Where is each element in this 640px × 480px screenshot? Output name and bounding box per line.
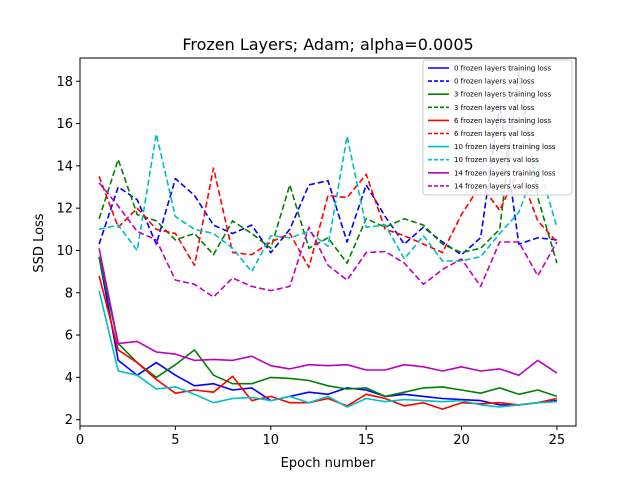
x-tick-label: 20 — [453, 433, 470, 448]
y-tick-label: 8 — [65, 286, 73, 301]
chart-title: Frozen Layers; Adam; alpha=0.0005 — [182, 35, 473, 54]
legend-label: 6 frozen layers val loss — [454, 130, 535, 138]
y-tick-label: 14 — [56, 159, 73, 174]
legend-label: 10 frozen layers val loss — [454, 156, 539, 164]
x-axis: 0 5 10 15 20 25 — [76, 426, 565, 448]
legend-label: 10 frozen layers training loss — [454, 143, 556, 151]
legend-label: 14 frozen layers training loss — [454, 169, 556, 177]
series-line-4 — [99, 276, 557, 409]
x-tick-label: 0 — [76, 433, 84, 448]
x-tick-label: 25 — [549, 433, 566, 448]
y-tick-label: 4 — [65, 371, 73, 386]
y-tick-label: 18 — [56, 75, 73, 90]
legend: 0 frozen layers training loss 0 frozen la… — [423, 60, 572, 195]
x-tick-label: 5 — [171, 433, 179, 448]
y-axis-label: SSD Loss — [32, 213, 47, 272]
y-axis: 2 4 6 8 10 12 14 16 18 — [56, 75, 80, 428]
legend-label: 0 frozen layers training loss — [454, 65, 551, 73]
y-tick-label: 10 — [56, 244, 73, 259]
series-line-0 — [99, 257, 557, 405]
legend-label: 6 frozen layers training loss — [454, 117, 551, 125]
x-tick-label: 15 — [358, 433, 375, 448]
y-tick-label: 12 — [56, 202, 73, 217]
legend-label: 3 frozen layers training loss — [454, 91, 551, 99]
legend-label: 14 frozen layers val loss — [454, 182, 539, 190]
y-tick-label: 16 — [56, 117, 73, 132]
legend-label: 3 frozen layers val loss — [454, 104, 535, 112]
y-tick-label: 6 — [65, 329, 73, 344]
series-line-2 — [99, 257, 557, 397]
y-tick-label: 2 — [65, 413, 73, 428]
legend-label: 0 frozen layers val loss — [454, 78, 535, 86]
x-tick-label: 10 — [262, 433, 279, 448]
x-axis-label: Epoch number — [281, 456, 376, 471]
series-line-6 — [99, 291, 557, 407]
